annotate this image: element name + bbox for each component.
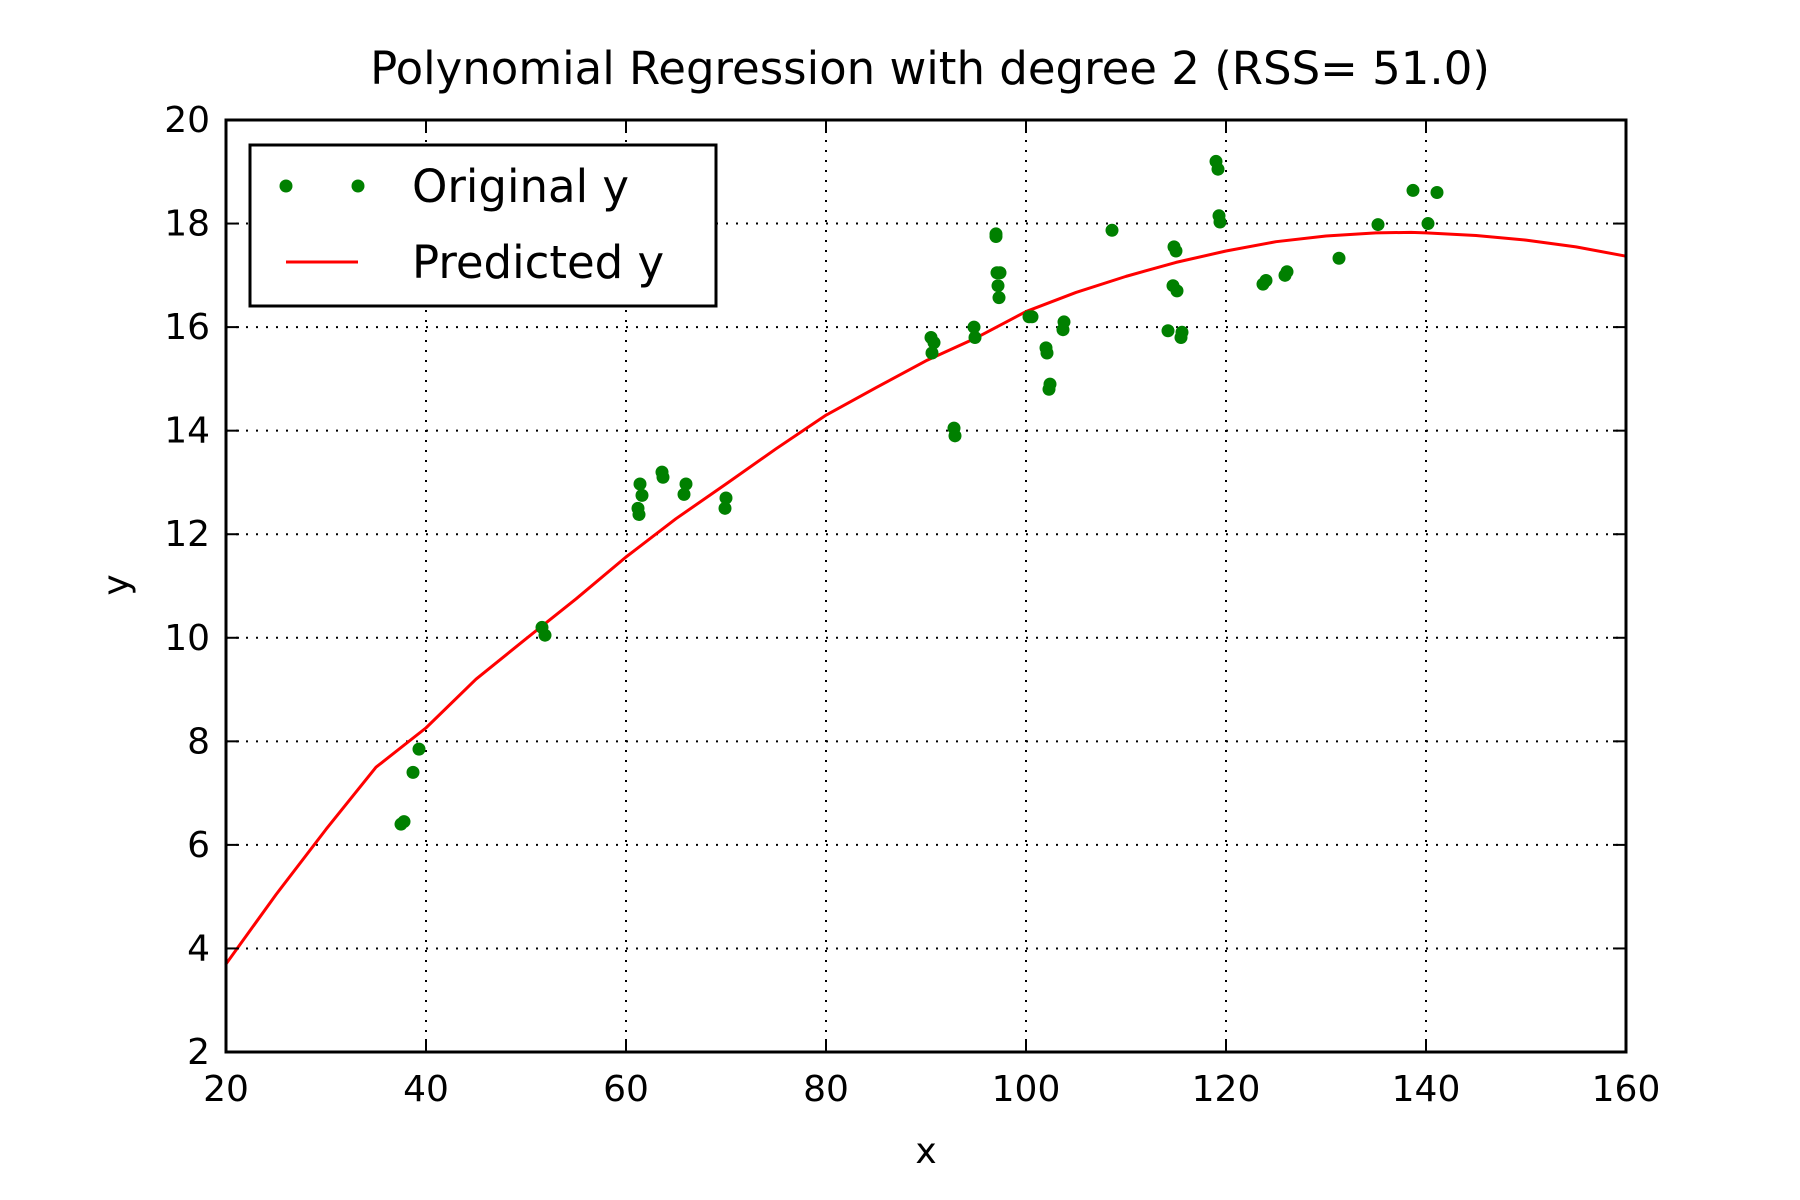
original-y-point <box>989 230 1003 243</box>
original-y-point <box>993 266 1007 280</box>
original-y-point <box>632 508 646 522</box>
original-y-point <box>1211 162 1225 176</box>
plot-frame <box>224 118 1628 1054</box>
y-tick-label: 20 <box>164 100 210 141</box>
original-y-point <box>1259 274 1273 288</box>
original-y-point <box>1040 346 1054 360</box>
y-tick-label: 10 <box>164 618 210 659</box>
original-y-point <box>397 815 411 829</box>
y-tick-label: 12 <box>164 514 210 555</box>
y-tick-label: 16 <box>164 307 210 348</box>
legend-original-marker-right <box>351 179 365 193</box>
legend-box <box>248 143 718 308</box>
original-y-point <box>635 488 649 502</box>
y-tick-labels: 2 4 6 8 10 12 14 16 18 20 <box>164 100 210 1073</box>
x-tick-label: 100 <box>992 1069 1061 1110</box>
y-axis-label: y <box>96 574 137 595</box>
original-points-layer <box>394 154 1444 831</box>
original-y-point <box>1043 377 1057 391</box>
predicted-line-layer <box>224 230 1628 966</box>
y-tick-label: 2 <box>187 1032 210 1073</box>
original-y-point <box>1175 325 1189 339</box>
y-tick-label: 4 <box>187 928 210 969</box>
original-y-point <box>1169 244 1183 258</box>
x-tick-label: 40 <box>403 1069 449 1110</box>
grid <box>226 120 1626 1052</box>
x-tick-label: 80 <box>803 1069 849 1110</box>
original-y-point <box>948 429 962 443</box>
y-tick-label: 18 <box>164 204 210 245</box>
legend-original-marker-left <box>279 179 293 193</box>
original-y-point <box>1213 215 1227 229</box>
original-y-point <box>1280 265 1294 279</box>
original-y-point <box>1025 310 1039 324</box>
y-tick-label: 14 <box>164 411 210 452</box>
original-y-point <box>1105 223 1119 237</box>
original-y-point <box>677 487 691 501</box>
legend-original-label: Original y <box>412 160 629 213</box>
original-y-point <box>412 742 426 756</box>
original-y-point <box>991 279 1005 293</box>
x-axis-label: x <box>915 1131 936 1172</box>
original-y-point <box>633 477 647 491</box>
original-y-point <box>925 346 939 360</box>
x-tick-label: 140 <box>1392 1069 1461 1110</box>
original-y-point <box>1421 217 1435 231</box>
original-y-point <box>1406 183 1420 197</box>
original-y-point <box>1170 284 1184 298</box>
legend-predicted-label: Predicted y <box>412 236 664 289</box>
original-y-point <box>656 470 670 484</box>
original-y-point <box>1371 218 1385 232</box>
chart-title: Polynomial Regression with degree 2 (RSS… <box>370 42 1490 95</box>
original-y-point <box>968 330 982 344</box>
predicted-y-line <box>224 230 1628 966</box>
original-y-point <box>1057 315 1071 329</box>
ticks <box>225 119 1627 1053</box>
original-y-point <box>992 291 1006 305</box>
original-y-point <box>967 320 981 334</box>
original-y-point <box>679 477 693 491</box>
x-tick-labels: 20 40 60 80 100 120 140 160 <box>203 1069 1660 1110</box>
x-tick-label: 160 <box>1592 1069 1661 1110</box>
original-y-point <box>1161 324 1175 338</box>
x-tick-label: 60 <box>603 1069 649 1110</box>
legend: Original y Predicted y <box>248 143 718 308</box>
x-tick-label: 120 <box>1192 1069 1261 1110</box>
original-y-point <box>718 501 732 515</box>
original-y-point <box>1430 185 1444 199</box>
y-tick-label: 8 <box>187 721 210 762</box>
original-y-point <box>406 765 420 779</box>
y-tick-label: 6 <box>187 825 210 866</box>
original-y-point <box>927 336 941 350</box>
original-y-point <box>1332 251 1346 265</box>
original-y-point <box>538 628 552 642</box>
original-y-point <box>719 491 733 505</box>
x-tick-label: 20 <box>203 1069 249 1110</box>
